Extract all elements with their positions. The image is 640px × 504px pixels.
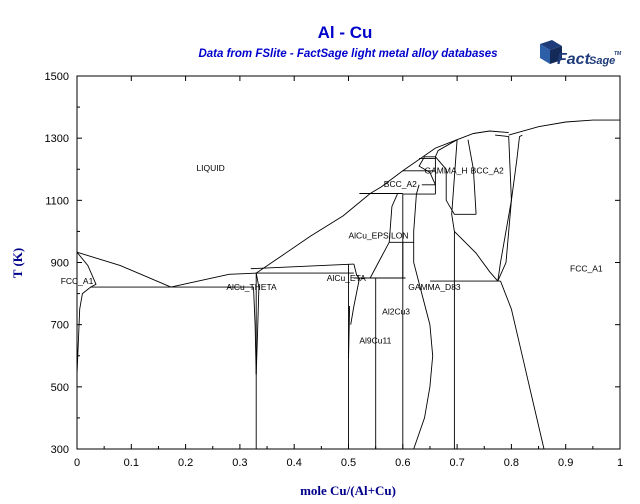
logo-text-main: Fact [557, 51, 591, 68]
boundary-liquidus-theta [170, 272, 257, 288]
logo-trademark: TM [614, 51, 622, 57]
boundary-gamma-mid [418, 156, 437, 186]
x-tick-label: 0.9 [558, 457, 573, 469]
x-tick-label: 0.3 [232, 457, 247, 469]
x-tick-label: 0.2 [178, 457, 193, 469]
factsage-cube-icon [540, 40, 562, 64]
phase-boundaries [76, 119, 620, 450]
boundary-eta-spike [348, 305, 351, 359]
boundary-liquidus-middle [255, 139, 458, 274]
chart-subtitle: Data from FSlite - FactSage light metal … [198, 48, 497, 60]
phase-label: GAMMA_D83 [408, 282, 461, 292]
phase-label: AlCu_ETA [327, 273, 366, 283]
phase-label: AlCu_EPSILON [349, 231, 409, 241]
x-tick-label: 1 [617, 457, 623, 469]
y-tick-label: 300 [51, 444, 69, 456]
boundary-gamma-left [413, 184, 434, 450]
boundary-liquidus-fcc-al [76, 251, 172, 288]
phase-label: AlCu_THETA [226, 282, 277, 292]
x-tick-label: 0.5 [341, 457, 356, 469]
phase-label: GAMMA_H [425, 165, 468, 175]
x-tick-label: 0 [74, 457, 80, 469]
y-tick-label: 1500 [45, 71, 69, 83]
phase-label: FCC_A1 [570, 264, 603, 274]
phase-label: BCC_A2 [471, 165, 504, 175]
boundary-bcc-a2-left [435, 156, 477, 215]
x-axis-title: mole Cu/(Al+Cu) [300, 483, 396, 498]
boundary-bcc-a2-right [467, 139, 477, 215]
y-tick-label: 1100 [45, 195, 69, 207]
boundary-liquidus-cu [456, 130, 509, 141]
boundary-eta-box-right [350, 263, 360, 325]
boundary-cu-solvus-right [497, 134, 523, 282]
x-tick-label: 0.4 [287, 457, 302, 469]
logo-text-suffix: Sage [589, 55, 615, 67]
boundary-cu-fcc-boundary [500, 280, 545, 450]
phase-label: BCC_A2 [384, 179, 417, 189]
boundary-gamma-right [451, 139, 458, 449]
boundary-bcc-cu-top [495, 134, 512, 282]
boundary-liquidus-right [508, 119, 620, 136]
y-tick-label: 700 [51, 320, 69, 332]
y-tick-label: 900 [51, 258, 69, 270]
factsage-logo: Fact Sage TM [540, 40, 622, 68]
phase-label: Al2Cu3 [382, 306, 410, 316]
phase-label: FCC_A1 [61, 276, 94, 286]
x-tick-label: 0.7 [449, 457, 464, 469]
phase-label: LIQUID [196, 163, 224, 173]
boundary-cu-solvus-left [454, 231, 499, 282]
x-tick-label: 0.6 [395, 457, 410, 469]
y-tick-label: 1300 [45, 133, 69, 145]
y-tick-label: 500 [51, 382, 69, 394]
chart-title: Al - Cu [318, 23, 373, 42]
x-tick-label: 0.1 [124, 457, 139, 469]
boundary-eta-top [250, 263, 354, 270]
phase-label: Al9Cu11 [359, 335, 391, 345]
y-axis-title: T (K) [10, 248, 25, 278]
x-tick-label: 0.8 [504, 457, 519, 469]
boundary-theta-right [255, 273, 260, 375]
phase-label-group: LIQUID FCC_A1 AlCu_THETA AlCu_ETA AlCu_EPSIL… [61, 163, 603, 346]
